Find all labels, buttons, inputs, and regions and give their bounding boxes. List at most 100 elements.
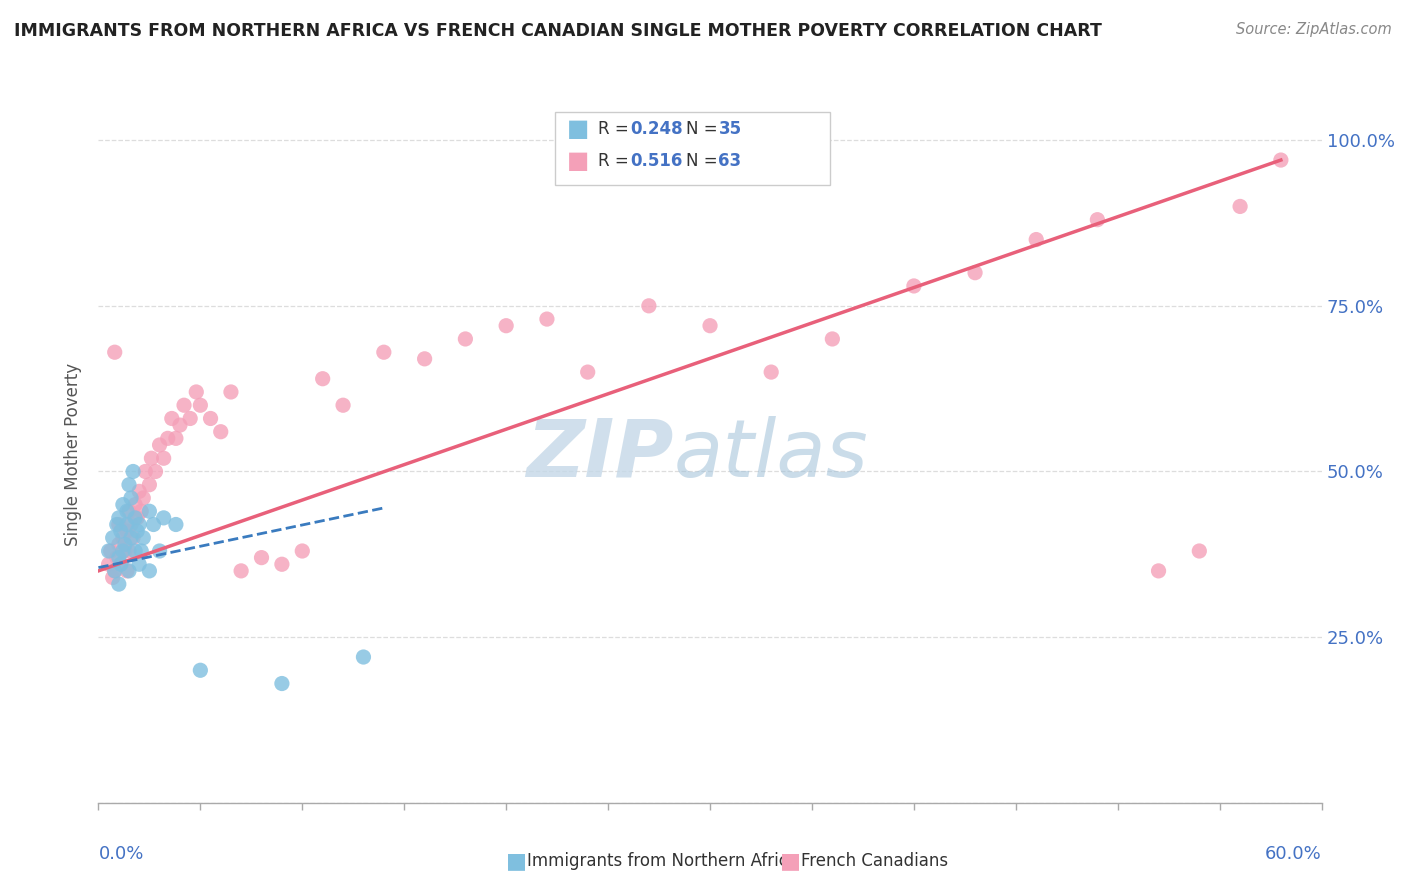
Point	[104, 564, 127, 578]
Text: ■: ■	[506, 851, 527, 871]
Y-axis label: Single Mother Poverty: Single Mother Poverty	[65, 363, 83, 547]
Point	[129, 504, 152, 518]
Point	[160, 411, 183, 425]
Point	[101, 570, 124, 584]
Point	[761, 365, 783, 379]
Text: 0.516: 0.516	[630, 152, 682, 169]
Point	[186, 384, 208, 399]
Point	[128, 484, 150, 499]
Point	[118, 504, 141, 518]
Point	[108, 511, 131, 525]
Text: 0.248: 0.248	[630, 120, 682, 138]
Point	[1147, 564, 1170, 578]
Point	[169, 418, 191, 433]
Text: Source: ZipAtlas.com: Source: ZipAtlas.com	[1236, 22, 1392, 37]
Point	[142, 517, 165, 532]
Point	[100, 544, 122, 558]
Point	[903, 279, 925, 293]
Point	[156, 431, 179, 445]
Point	[699, 318, 721, 333]
Text: ■: ■	[567, 149, 589, 172]
Point	[124, 498, 146, 512]
Point	[134, 465, 156, 479]
Point	[1229, 199, 1251, 213]
Point	[1025, 233, 1047, 247]
Point	[105, 517, 128, 532]
Point	[413, 351, 436, 366]
Point	[1270, 153, 1292, 167]
Point	[209, 425, 232, 439]
Point	[111, 531, 134, 545]
Point	[108, 550, 131, 565]
Point	[495, 318, 517, 333]
Text: 60.0%: 60.0%	[1265, 845, 1322, 863]
Point	[108, 517, 131, 532]
Point	[122, 531, 145, 545]
Text: ■: ■	[567, 118, 589, 141]
Point	[270, 676, 294, 690]
Point	[128, 558, 150, 572]
Point	[124, 511, 146, 525]
Point	[165, 517, 187, 532]
Text: ■: ■	[780, 851, 801, 871]
Point	[104, 345, 127, 359]
Point	[219, 384, 242, 399]
Point	[124, 544, 146, 558]
Point	[576, 365, 599, 379]
Point	[105, 550, 128, 565]
Point	[200, 411, 222, 425]
Point	[152, 511, 174, 525]
Point	[536, 312, 558, 326]
Text: atlas: atlas	[673, 416, 868, 494]
Point	[108, 577, 131, 591]
Point	[97, 544, 120, 558]
Text: 63: 63	[718, 152, 741, 169]
Point	[114, 544, 136, 558]
Text: N =: N =	[686, 152, 723, 169]
Point	[138, 504, 160, 518]
Point	[132, 531, 155, 545]
Point	[312, 372, 335, 386]
Point	[104, 564, 127, 578]
Point	[638, 299, 661, 313]
Text: ZIP: ZIP	[526, 416, 673, 494]
Text: N =: N =	[686, 120, 723, 138]
Point	[291, 544, 314, 558]
Point	[118, 544, 141, 558]
Text: IMMIGRANTS FROM NORTHERN AFRICA VS FRENCH CANADIAN SINGLE MOTHER POVERTY CORRELA: IMMIGRANTS FROM NORTHERN AFRICA VS FRENC…	[14, 22, 1102, 40]
Point	[138, 564, 160, 578]
Point	[165, 431, 187, 445]
Point	[110, 558, 132, 572]
Point	[141, 451, 163, 466]
Text: Immigrants from Northern Africa: Immigrants from Northern Africa	[527, 852, 799, 870]
Point	[115, 524, 138, 538]
Text: R =: R =	[598, 152, 634, 169]
Point	[115, 564, 138, 578]
Point	[332, 398, 354, 412]
Text: 35: 35	[718, 120, 741, 138]
Point	[270, 558, 294, 572]
Point	[132, 491, 155, 505]
Point	[115, 504, 138, 518]
Point	[138, 477, 160, 491]
Point	[188, 398, 212, 412]
Point	[173, 398, 195, 412]
Point	[120, 491, 142, 505]
Point	[454, 332, 477, 346]
Point	[152, 451, 174, 466]
Point	[127, 524, 149, 538]
Point	[108, 537, 131, 551]
Point	[115, 517, 138, 532]
Point	[1085, 212, 1108, 227]
Point	[120, 517, 142, 532]
Text: French Canadians: French Canadians	[801, 852, 949, 870]
Point	[352, 650, 374, 665]
Point	[101, 531, 124, 545]
Point	[965, 266, 987, 280]
Point	[1188, 544, 1211, 558]
Point	[145, 465, 167, 479]
Point	[188, 663, 212, 677]
Point	[114, 537, 136, 551]
Point	[129, 544, 152, 558]
Point	[120, 531, 142, 545]
